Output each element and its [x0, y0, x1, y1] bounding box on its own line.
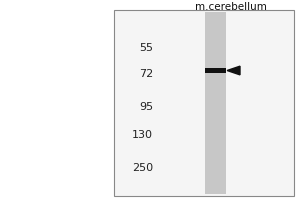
Text: 250: 250	[132, 163, 153, 173]
Text: 72: 72	[139, 69, 153, 79]
Polygon shape	[227, 66, 240, 75]
Text: 95: 95	[139, 102, 153, 112]
Text: 55: 55	[139, 43, 153, 53]
Bar	[206, 12, 226, 194]
Text: 130: 130	[132, 130, 153, 140]
Text: m.cerebellum: m.cerebellum	[195, 2, 267, 12]
Bar	[206, 68, 226, 73]
Bar	[114, 10, 294, 196]
